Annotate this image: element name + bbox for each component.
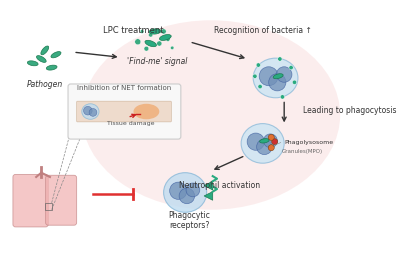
Circle shape [170,182,187,199]
Circle shape [253,74,257,78]
Circle shape [269,74,286,91]
Circle shape [289,65,293,70]
Ellipse shape [149,29,161,34]
Circle shape [186,183,200,197]
Ellipse shape [51,52,61,58]
Ellipse shape [253,58,298,98]
Circle shape [157,41,162,46]
Ellipse shape [46,65,57,70]
Ellipse shape [260,139,269,143]
Text: Pathogen: Pathogen [27,80,63,89]
FancyBboxPatch shape [68,84,181,139]
Circle shape [161,29,166,34]
Circle shape [89,108,97,116]
Circle shape [170,46,174,50]
Circle shape [259,67,278,86]
Text: 'Find-me' signal: 'Find-me' signal [128,57,188,66]
Circle shape [268,145,274,151]
Polygon shape [204,192,213,200]
FancyBboxPatch shape [77,101,171,122]
Ellipse shape [41,46,49,55]
Circle shape [135,39,141,45]
Ellipse shape [241,124,284,163]
Circle shape [278,57,282,61]
Polygon shape [204,181,213,190]
Ellipse shape [36,56,46,62]
Circle shape [276,67,292,82]
Ellipse shape [160,34,171,40]
Circle shape [179,188,195,204]
Text: Granules(MPO): Granules(MPO) [282,149,323,154]
Ellipse shape [273,74,283,79]
Ellipse shape [164,173,207,212]
Circle shape [148,33,153,37]
Circle shape [144,46,149,51]
Text: Neutrophil activation: Neutrophil activation [179,181,260,190]
Text: Recognition of bacteria ↑: Recognition of bacteria ↑ [214,26,312,35]
Text: Inhibition of NET formation: Inhibition of NET formation [77,85,171,91]
FancyBboxPatch shape [13,174,48,227]
Text: LPC treatment: LPC treatment [103,26,164,35]
Ellipse shape [27,61,38,66]
Circle shape [264,134,277,148]
FancyBboxPatch shape [46,175,77,225]
Circle shape [140,30,144,33]
Text: Tissue damage: Tissue damage [107,121,155,126]
Circle shape [268,134,274,140]
Text: Phagolysosome: Phagolysosome [284,140,333,145]
Circle shape [166,37,170,41]
Circle shape [247,133,264,150]
Ellipse shape [145,40,156,47]
Ellipse shape [82,20,340,210]
Circle shape [292,80,297,84]
Circle shape [257,139,272,155]
Ellipse shape [82,104,99,119]
Circle shape [280,95,285,99]
Ellipse shape [134,104,159,119]
Circle shape [258,84,262,89]
Circle shape [256,63,260,67]
Text: Leading to phagocytosis: Leading to phagocytosis [303,106,397,115]
Text: Phagocytic
receptors?: Phagocytic receptors? [168,211,210,230]
Circle shape [272,139,278,145]
Circle shape [84,106,92,115]
